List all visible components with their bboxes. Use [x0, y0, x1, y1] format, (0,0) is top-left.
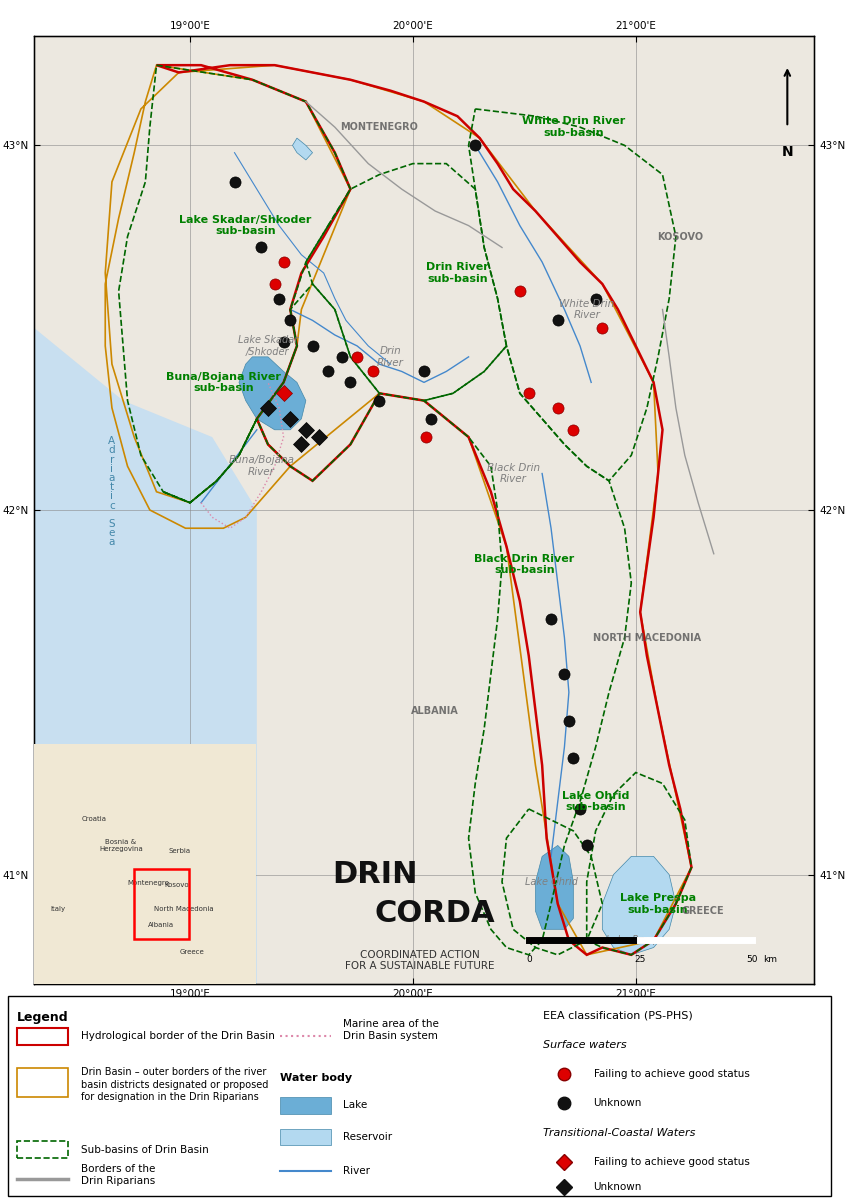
Polygon shape — [34, 328, 257, 984]
Text: Drin River
sub-basin: Drin River sub-basin — [426, 262, 488, 283]
Polygon shape — [535, 846, 573, 929]
Text: Water body: Water body — [280, 1073, 352, 1084]
Text: KOSOVO: KOSOVO — [657, 232, 703, 241]
FancyBboxPatch shape — [8, 996, 831, 1195]
Bar — [280, 1128, 331, 1145]
Bar — [17, 1141, 68, 1158]
Text: A
d
r
i
a
t
i
c
 
S
e
a: A d r i a t i c S e a — [109, 436, 115, 547]
Bar — [134, 869, 189, 938]
Text: EEA classification (PS-PHS): EEA classification (PS-PHS) — [543, 1010, 693, 1020]
Text: Black Drin
River: Black Drin River — [487, 463, 539, 485]
Text: Buna/Bojana River
sub-basin: Buna/Bojana River sub-basin — [166, 372, 281, 394]
Text: Failing to achieve good status: Failing to achieve good status — [594, 1069, 750, 1079]
Text: Marine area of the
Drin Basin system: Marine area of the Drin Basin system — [343, 1019, 439, 1040]
Polygon shape — [34, 36, 814, 984]
Text: Hydrological border of the Drin Basin: Hydrological border of the Drin Basin — [81, 1031, 275, 1042]
Text: 25: 25 — [634, 955, 646, 964]
Text: Montenegro: Montenegro — [127, 880, 169, 886]
Polygon shape — [239, 356, 306, 430]
Text: Buna/Bojana
River: Buna/Bojana River — [228, 456, 294, 478]
Text: Lake Prespa
sub-basin: Lake Prespa sub-basin — [620, 893, 696, 914]
Polygon shape — [293, 138, 313, 160]
Text: ALBANIA: ALBANIA — [411, 706, 459, 715]
Bar — [17, 1027, 68, 1044]
Text: White Drin
River: White Drin River — [559, 299, 614, 320]
Text: Croatia: Croatia — [81, 816, 107, 822]
Text: Transitional-Coastal Waters: Transitional-Coastal Waters — [543, 1128, 695, 1138]
Text: Unknown: Unknown — [594, 1098, 642, 1109]
Text: Italy: Italy — [50, 906, 65, 912]
Text: 0: 0 — [526, 955, 532, 964]
Text: Reservoir: Reservoir — [343, 1132, 393, 1142]
Text: Lake: Lake — [343, 1100, 368, 1110]
Text: River: River — [343, 1165, 371, 1176]
Bar — [17, 1068, 68, 1097]
Text: Legend: Legend — [17, 1010, 69, 1024]
Text: Drin Basin – outer borders of the river
basin districts designated or proposed
f: Drin Basin – outer borders of the river … — [81, 1067, 268, 1102]
Text: Lake Ohrid
sub-basin: Lake Ohrid sub-basin — [562, 791, 629, 812]
Text: Lake Skadar/Shkoder
sub-basin: Lake Skadar/Shkoder sub-basin — [180, 215, 312, 236]
Text: Lake Skadar
/Shkoder: Lake Skadar /Shkoder — [237, 335, 298, 356]
Text: DRIN: DRIN — [332, 860, 418, 889]
Text: MONTENEGRO: MONTENEGRO — [341, 122, 418, 132]
Text: Unknown: Unknown — [594, 1182, 642, 1193]
Text: GREECE: GREECE — [681, 906, 724, 916]
Polygon shape — [602, 857, 676, 955]
Text: NORTH MACEDONIA: NORTH MACEDONIA — [593, 632, 701, 643]
Text: Lake Prespa: Lake Prespa — [606, 935, 666, 946]
Text: km: km — [763, 955, 777, 964]
Text: Kosovo: Kosovo — [164, 882, 189, 888]
Text: Drin
River: Drin River — [377, 346, 404, 367]
Text: N: N — [782, 145, 793, 160]
Text: Albania: Albania — [148, 923, 174, 929]
Text: White Drin River
sub-basin: White Drin River sub-basin — [522, 116, 625, 138]
Text: North Macedonia: North Macedonia — [154, 906, 214, 912]
Text: Surface waters: Surface waters — [543, 1039, 627, 1050]
Text: Sub-basins of Drin Basin: Sub-basins of Drin Basin — [81, 1145, 209, 1154]
Text: Greece: Greece — [180, 949, 204, 955]
Polygon shape — [34, 744, 255, 984]
Text: Lake Ohrid: Lake Ohrid — [525, 877, 577, 887]
Text: Black Drin River
sub-basin: Black Drin River sub-basin — [474, 554, 574, 576]
Text: Failing to achieve good status: Failing to achieve good status — [594, 1157, 750, 1168]
Text: Bosnia &
Herzegovina: Bosnia & Herzegovina — [99, 839, 142, 852]
Text: Borders of the
Drin Riparians: Borders of the Drin Riparians — [81, 1164, 155, 1186]
Text: COORDINATED ACTION
FOR A SUSTAINABLE FUTURE: COORDINATED ACTION FOR A SUSTAINABLE FUT… — [345, 950, 494, 972]
Text: CORDA: CORDA — [374, 899, 495, 929]
Text: Serbia: Serbia — [169, 847, 191, 853]
Bar — [280, 1097, 331, 1114]
Text: 50: 50 — [746, 955, 757, 964]
